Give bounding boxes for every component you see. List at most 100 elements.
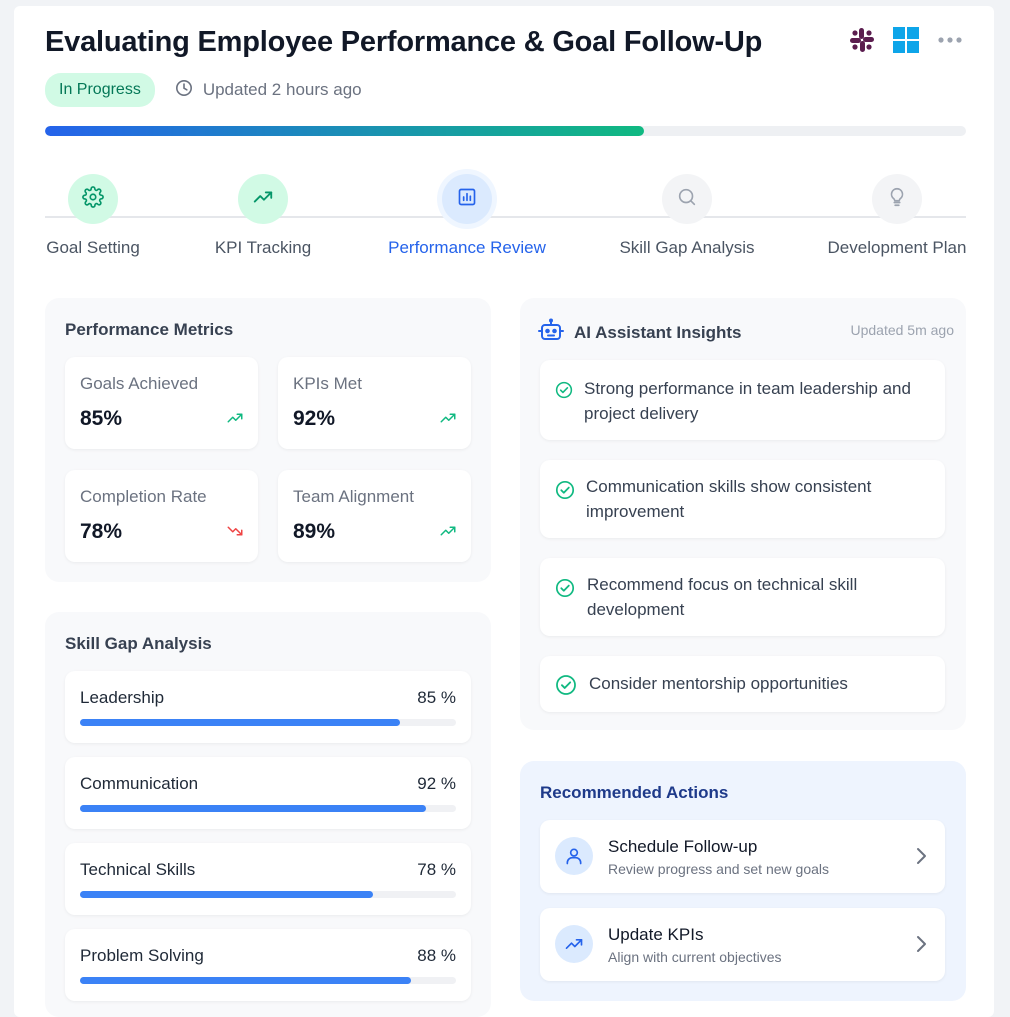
insight-item: Strong performance in team leadership an… xyxy=(540,360,945,440)
card-title: Skill Gap Analysis xyxy=(65,634,212,653)
last-updated: Updated 2 hours ago xyxy=(175,79,362,102)
insight-text: Communication skills show consistent imp… xyxy=(586,477,872,521)
action-title: Update KPIs xyxy=(608,925,704,944)
metric-label: Goals Achieved xyxy=(80,374,199,393)
insight-text: Consider mentorship opportunities xyxy=(589,674,848,693)
step-label: KPI Tracking xyxy=(214,238,312,257)
metric-value: 85% xyxy=(80,407,123,430)
check-circle-icon xyxy=(555,674,577,701)
step-circle xyxy=(238,174,288,224)
performance-metrics-card: Performance Metrics Goals Achieved 85% K… xyxy=(45,298,491,582)
insight-item: Recommend focus on technical skill devel… xyxy=(540,558,945,636)
lightbulb-icon xyxy=(886,186,908,213)
insight-text: Strong performance in team leadership an… xyxy=(584,379,911,423)
metric-value: 89% xyxy=(293,520,336,543)
step-circle xyxy=(68,174,118,224)
trending-down-icon xyxy=(226,522,244,545)
trending-up-icon xyxy=(439,522,457,545)
recommended-actions-card: Recommended Actions Schedule Follow-up R… xyxy=(520,761,966,1001)
step-circle xyxy=(662,174,712,224)
skill-name: Technical Skills xyxy=(80,860,196,879)
skill-name: Problem Solving xyxy=(80,946,204,965)
action-subtitle: Align with current objectives xyxy=(608,949,782,965)
metric-team-alignment: Team Alignment 89% xyxy=(278,470,471,562)
skill-row-leadership: Leadership 85 % xyxy=(65,671,471,743)
last-updated-text: Updated 2 hours ago xyxy=(202,80,362,99)
insight-text: Recommend focus on technical skill devel… xyxy=(587,575,858,619)
search-icon xyxy=(676,186,698,213)
clock-icon xyxy=(175,79,193,102)
slack-icon[interactable] xyxy=(848,26,876,54)
update-kpis-button[interactable]: Update KPIs Align with current objective… xyxy=(540,908,945,981)
more-options-icon[interactable] xyxy=(936,26,964,54)
step-circle xyxy=(872,174,922,224)
workflow-progress-fill xyxy=(45,126,644,136)
ai-insights-card: AI Assistant Insights Updated 5m ago Str… xyxy=(520,298,966,730)
trending-up-icon xyxy=(439,409,457,432)
trending-up-icon xyxy=(226,409,244,432)
step-label: Development Plan xyxy=(827,238,967,257)
metric-label: Team Alignment xyxy=(293,487,414,506)
schedule-follow-up-button[interactable]: Schedule Follow-up Review progress and s… xyxy=(540,820,945,893)
step-label: Performance Review xyxy=(388,238,546,257)
check-circle-icon xyxy=(555,381,573,404)
steps-connector xyxy=(45,216,966,218)
skill-bar-fill xyxy=(80,719,400,726)
step-development-plan[interactable]: Development Plan xyxy=(824,174,970,258)
skill-row-technical-skills: Technical Skills 78 % xyxy=(65,843,471,915)
step-label: Skill Gap Analysis xyxy=(619,238,755,257)
skill-row-problem-solving: Problem Solving 88 % xyxy=(65,929,471,1001)
skill-percent: 85 % xyxy=(417,688,456,707)
skill-bar xyxy=(80,891,456,898)
chevron-right-icon xyxy=(915,846,927,871)
action-subtitle: Review progress and set new goals xyxy=(608,861,830,877)
check-circle-icon xyxy=(555,480,575,505)
insight-item: Communication skills show consistent imp… xyxy=(540,460,945,538)
metric-value: 78% xyxy=(80,520,123,543)
step-performance-review[interactable]: Performance Review xyxy=(383,174,551,258)
metric-kpis-met: KPIs Met 92% xyxy=(278,357,471,449)
status-badge: In Progress xyxy=(45,73,155,107)
card-title: Recommended Actions xyxy=(540,783,729,802)
status-row: In Progress Updated 2 hours ago xyxy=(45,73,362,107)
skill-gap-analysis-card: Skill Gap Analysis Leadership 85 % Commu… xyxy=(45,612,491,1017)
step-skill-gap-analysis[interactable]: Skill Gap Analysis xyxy=(615,174,759,258)
skill-bar-fill xyxy=(80,805,426,812)
step-kpi-tracking[interactable]: KPI Tracking xyxy=(211,174,315,258)
skill-name: Communication xyxy=(80,774,199,793)
bar-chart-icon xyxy=(457,187,477,212)
page: Evaluating Employee Performance & Goal F… xyxy=(14,6,994,1017)
skill-name: Leadership xyxy=(80,688,165,707)
ai-updated-text: Updated 5m ago xyxy=(850,322,954,338)
trending-up-icon xyxy=(252,186,274,213)
skill-bar xyxy=(80,719,456,726)
metric-label: KPIs Met xyxy=(293,374,362,393)
card-title: AI Assistant Insights xyxy=(574,322,742,342)
card-title: Performance Metrics xyxy=(65,320,234,339)
gear-icon xyxy=(82,185,104,213)
header-icons xyxy=(848,26,964,54)
check-circle-icon xyxy=(555,578,575,603)
metric-goals-achieved: Goals Achieved 85% xyxy=(65,357,258,449)
chevron-right-icon xyxy=(915,934,927,959)
skill-bar-fill xyxy=(80,891,374,898)
skill-percent: 78 % xyxy=(417,860,456,879)
robot-icon xyxy=(538,318,564,347)
page-title: Evaluating Employee Performance & Goal F… xyxy=(45,26,763,58)
skill-percent: 88 % xyxy=(417,946,456,965)
trending-up-icon xyxy=(555,925,593,963)
windows-icon[interactable] xyxy=(892,26,920,54)
user-icon xyxy=(555,837,593,875)
metric-completion-rate: Completion Rate 78% xyxy=(65,470,258,562)
workflow-progress-bar xyxy=(45,126,966,136)
skill-bar xyxy=(80,977,456,984)
skill-percent: 92 % xyxy=(417,774,456,793)
skill-bar-fill xyxy=(80,977,411,984)
skill-row-communication: Communication 92 % xyxy=(65,757,471,829)
step-goal-setting[interactable]: Goal Setting xyxy=(45,174,141,258)
step-circle xyxy=(442,174,492,224)
skill-bar xyxy=(80,805,456,812)
ai-insights-header: AI Assistant Insights xyxy=(538,318,742,347)
metric-label: Completion Rate xyxy=(80,487,207,506)
insight-item: Consider mentorship opportunities xyxy=(540,656,945,712)
